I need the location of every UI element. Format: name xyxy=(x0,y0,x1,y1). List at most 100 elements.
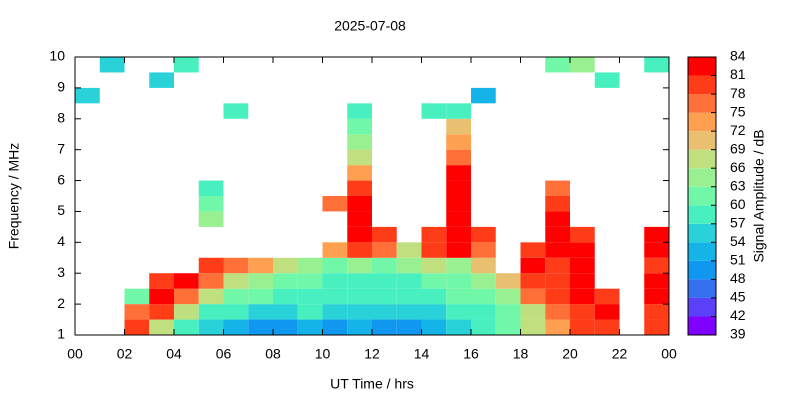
colorbar-tick-label: 63 xyxy=(730,177,746,193)
heat-cell xyxy=(471,87,496,104)
heat-cell xyxy=(149,273,174,289)
heat-cell xyxy=(644,304,669,320)
heat-cell xyxy=(421,257,447,274)
heat-cell xyxy=(248,319,273,335)
colorbar-band xyxy=(688,316,716,335)
heat-cell xyxy=(372,319,397,335)
heat-cell xyxy=(570,304,595,320)
heat-cell xyxy=(446,180,471,196)
heat-cell xyxy=(446,319,471,335)
heat-cell xyxy=(149,304,174,320)
heat-cell xyxy=(520,304,546,320)
colorbar-band xyxy=(688,279,716,298)
colorbar-frame xyxy=(687,56,717,336)
heat-cell xyxy=(223,319,249,335)
heat-cell xyxy=(446,118,471,135)
colorbar-band xyxy=(688,260,716,280)
heat-cell xyxy=(248,257,273,274)
heat-cell xyxy=(372,226,397,243)
heat-cell xyxy=(421,226,447,243)
heat-cell xyxy=(471,288,496,305)
colorbar-tick-label: 75 xyxy=(730,103,746,119)
y-tick-label: 2 xyxy=(57,295,65,311)
heat-cell xyxy=(322,257,348,274)
heat-cell xyxy=(174,319,199,335)
heat-cell xyxy=(347,242,372,258)
heat-cell xyxy=(322,196,348,212)
heat-cell xyxy=(149,72,174,88)
heat-cell xyxy=(570,319,595,335)
colorbar-tick-label: 60 xyxy=(730,196,746,212)
heat-cell xyxy=(372,273,397,289)
heat-cell xyxy=(223,288,249,305)
heat-cell xyxy=(174,288,199,305)
y-tick-label: 5 xyxy=(57,202,65,218)
heat-cell xyxy=(545,211,570,227)
heat-cell xyxy=(421,288,447,305)
heat-cell xyxy=(273,288,298,305)
heat-cell xyxy=(570,288,595,305)
heat-cell xyxy=(570,226,595,243)
heat-cell xyxy=(198,288,224,305)
heat-cell xyxy=(248,304,273,320)
heat-cell xyxy=(594,72,620,88)
colorbar-tick-label: 39 xyxy=(730,326,746,342)
colorbar-tick-label: 54 xyxy=(730,233,746,249)
colorbar-tick-label: 51 xyxy=(730,252,746,268)
heat-cell xyxy=(297,273,323,289)
heat-cell xyxy=(446,226,471,243)
heat-cell xyxy=(347,196,372,212)
heat-cell xyxy=(347,226,372,243)
heat-cell xyxy=(396,273,422,289)
heat-cell xyxy=(594,319,620,335)
heat-cell xyxy=(372,257,397,274)
heat-cell xyxy=(446,242,471,258)
heat-cell xyxy=(644,257,669,274)
heat-cell xyxy=(446,273,471,289)
colorbar-band xyxy=(688,131,716,150)
heat-cell xyxy=(322,288,348,305)
heat-cell xyxy=(471,304,496,320)
heat-cell xyxy=(297,257,323,274)
heat-cell xyxy=(421,304,447,320)
heat-cell xyxy=(347,103,372,119)
heat-cell xyxy=(570,242,595,258)
y-tick-label: 6 xyxy=(57,171,65,187)
heat-cell xyxy=(545,196,570,212)
x-tick-label: 12 xyxy=(364,346,380,362)
y-axis-label: Frequency / MHz xyxy=(6,143,22,250)
heat-cell xyxy=(446,134,471,150)
heat-cell xyxy=(124,304,150,320)
heat-cell xyxy=(446,211,471,227)
heat-cell xyxy=(644,319,669,335)
heat-cell xyxy=(347,165,372,181)
heat-cell xyxy=(520,319,546,335)
heat-cell xyxy=(297,304,323,320)
x-tick-label: 08 xyxy=(265,346,281,362)
heat-cell xyxy=(347,288,372,305)
colorbar-band xyxy=(688,223,716,243)
heat-cell xyxy=(545,319,570,335)
heat-cell xyxy=(644,226,669,243)
heat-cell xyxy=(347,149,372,166)
heat-cell xyxy=(421,319,447,335)
colorbar-band xyxy=(688,205,716,224)
heat-cell xyxy=(248,288,273,305)
heat-cell xyxy=(347,304,372,320)
heat-cell xyxy=(297,319,323,335)
heat-cell xyxy=(396,304,422,320)
colorbar-tick-label: 57 xyxy=(730,215,746,231)
chart-title: 2025-07-08 xyxy=(334,18,406,34)
heat-cell xyxy=(545,180,570,196)
colorbar-tick-label: 69 xyxy=(730,140,746,156)
heat-cell xyxy=(198,257,224,274)
heat-cell xyxy=(223,304,249,320)
heat-cell xyxy=(570,273,595,289)
heat-cell xyxy=(495,319,521,335)
heat-cell xyxy=(174,304,199,320)
heat-cell xyxy=(124,319,150,335)
heat-cell xyxy=(545,288,570,305)
colorbar-band xyxy=(688,149,716,169)
heat-cell xyxy=(322,319,348,335)
heat-cell xyxy=(644,242,669,258)
